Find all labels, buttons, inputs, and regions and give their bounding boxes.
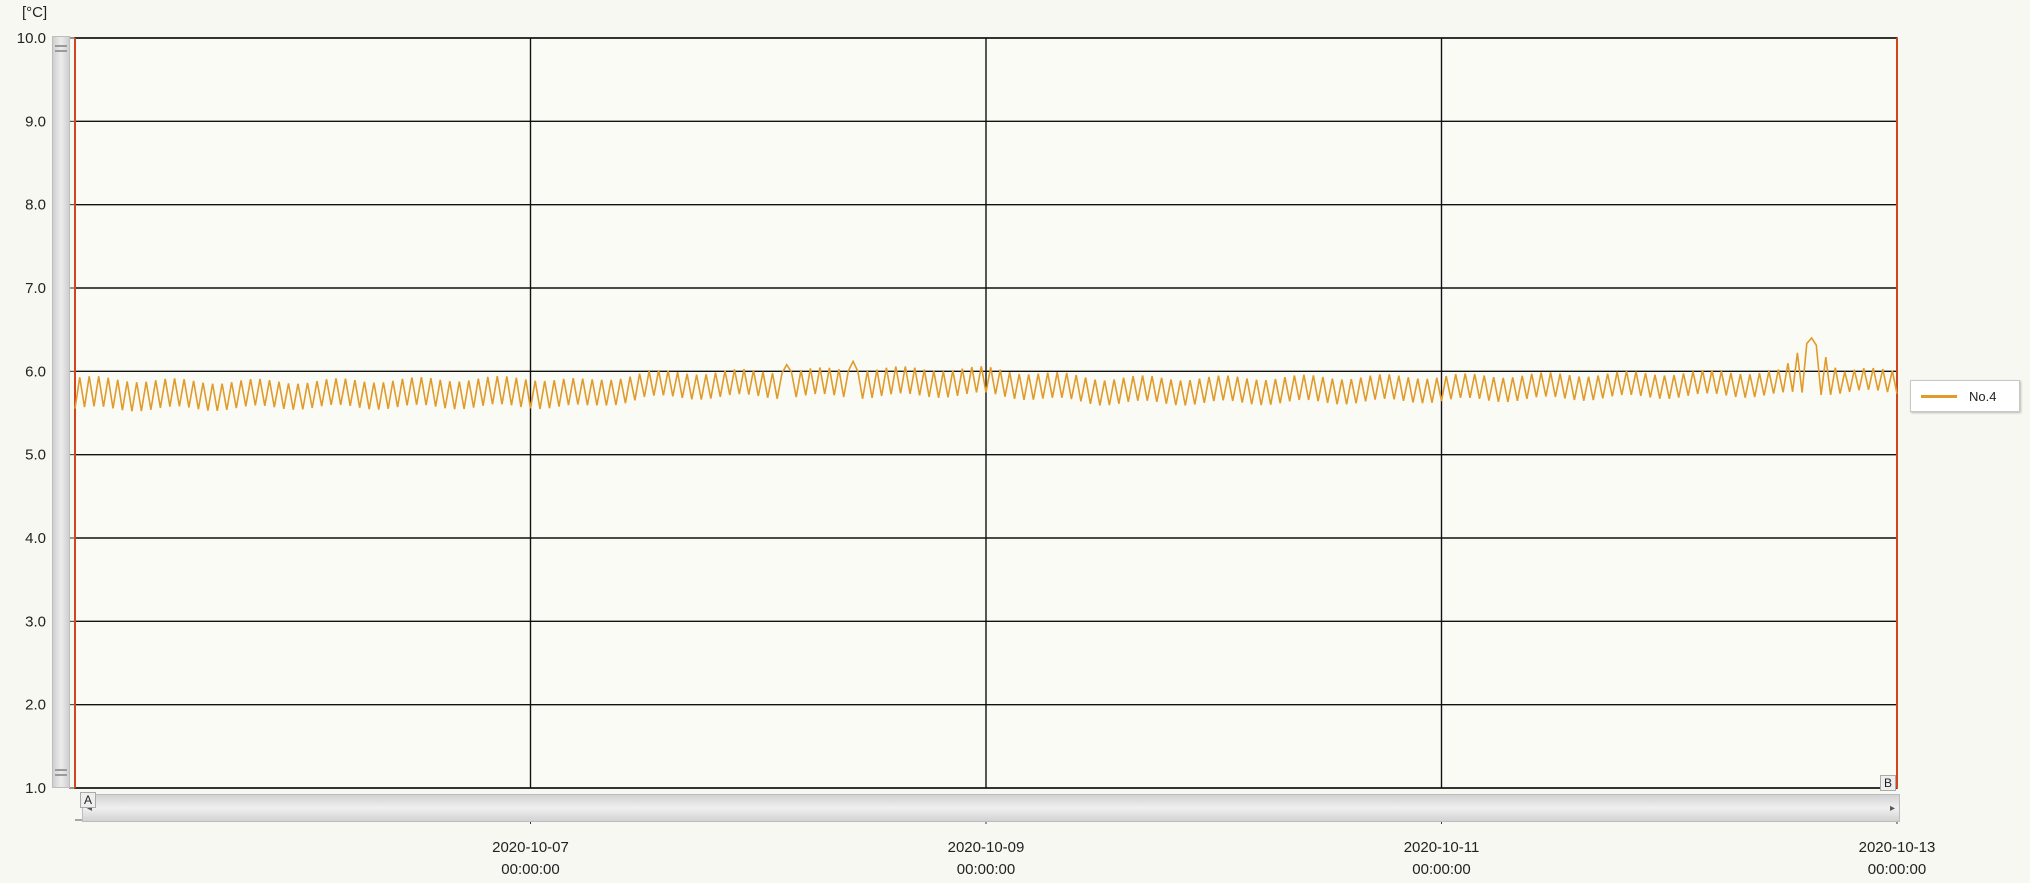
scroll-grip-top-icon-2[interactable] xyxy=(55,50,67,52)
series-line-no4 xyxy=(74,336,1898,412)
y-tick-label: 9.0 xyxy=(25,113,46,130)
legend-swatch-no4 xyxy=(1921,394,1957,398)
scroll-grip-bottom-icon[interactable] xyxy=(55,769,67,771)
y-tick-label: 7.0 xyxy=(25,280,46,297)
x-tick-label-time: 00:00:00 xyxy=(1412,861,1470,878)
y-tick-label: 5.0 xyxy=(25,447,46,464)
y-tick-label: 1.0 xyxy=(25,780,46,797)
y-tick-label: 10.0 xyxy=(17,30,46,47)
x-tick-label-time: 00:00:00 xyxy=(957,861,1015,878)
x-tick-label-time: 00:00:00 xyxy=(501,861,559,878)
y-tick-label: 6.0 xyxy=(25,363,46,380)
x-tick-label-date: 2020-10-11 xyxy=(1404,839,1480,856)
scroll-left-arrow-icon[interactable]: ◂ xyxy=(87,803,93,814)
y-axis-unit-label: [°C] xyxy=(22,4,48,21)
scroll-grip-top-icon[interactable] xyxy=(55,45,67,47)
scroll-grip-bottom-icon-2[interactable] xyxy=(55,774,67,776)
y-tick-label: 2.0 xyxy=(25,697,46,714)
y-tick-label: 4.0 xyxy=(25,530,46,547)
vertical-scrollbar[interactable] xyxy=(52,36,70,788)
x-tick-label-time: 00:00:00 xyxy=(1868,861,1926,878)
y-tick-label: 3.0 xyxy=(25,613,46,630)
y-tick-label: 8.0 xyxy=(25,197,46,214)
x-tick-label-date: 2020-10-09 xyxy=(948,839,1025,856)
horizontal-scrollbar[interactable]: ◂ ▸ xyxy=(82,794,1900,822)
range-marker-b[interactable]: B xyxy=(1880,775,1896,791)
legend: No.4 xyxy=(1910,380,2020,412)
range-marker-a[interactable]: A xyxy=(80,792,96,808)
scroll-right-arrow-icon[interactable]: ▸ xyxy=(1889,803,1895,814)
x-tick-label-date: 2020-10-07 xyxy=(492,839,569,856)
x-tick-label-date: 2020-10-13 xyxy=(1859,839,1936,856)
legend-label-no4: No.4 xyxy=(1969,388,1997,404)
